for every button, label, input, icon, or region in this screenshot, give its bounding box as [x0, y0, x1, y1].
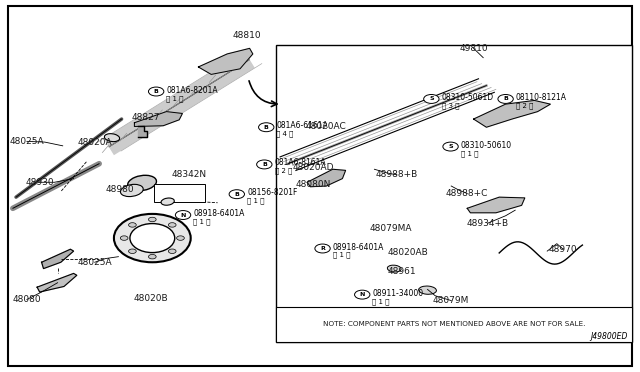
Text: NOTE: COMPONENT PARTS NOT MENTIONED ABOVE ARE NOT FOR SALE.: NOTE: COMPONENT PARTS NOT MENTIONED ABOV… — [323, 321, 586, 327]
Text: 〈 1 〉: 〈 1 〉 — [461, 150, 478, 157]
Text: B: B — [234, 192, 239, 197]
Text: 48020AD: 48020AD — [293, 163, 334, 172]
Text: 〈 1 〉: 〈 1 〉 — [372, 298, 390, 305]
Text: S: S — [448, 144, 453, 149]
Text: B: B — [262, 162, 267, 167]
Text: 48342N: 48342N — [172, 170, 206, 179]
Circle shape — [148, 217, 156, 222]
Polygon shape — [474, 100, 550, 127]
Circle shape — [175, 211, 191, 219]
Circle shape — [168, 223, 176, 227]
Polygon shape — [467, 197, 525, 213]
Bar — [154, 184, 205, 202]
Text: 48080: 48080 — [13, 295, 41, 304]
Circle shape — [257, 160, 272, 169]
Text: B: B — [154, 89, 159, 94]
Text: 〈 1 〉: 〈 1 〉 — [333, 252, 350, 259]
Circle shape — [168, 249, 176, 253]
Text: 〈 1 〉: 〈 1 〉 — [247, 198, 264, 204]
Ellipse shape — [120, 185, 143, 196]
Circle shape — [129, 223, 136, 227]
Text: 〈 2 〉: 〈 2 〉 — [275, 168, 292, 174]
Ellipse shape — [161, 198, 174, 205]
Circle shape — [148, 254, 156, 259]
Circle shape — [424, 94, 439, 103]
Bar — [276, 45, 632, 342]
Bar — [276, 307, 632, 342]
Polygon shape — [198, 48, 253, 74]
Text: 48020A: 48020A — [77, 138, 112, 147]
Text: 48934+B: 48934+B — [467, 219, 509, 228]
Ellipse shape — [387, 265, 401, 272]
Text: 48079M: 48079M — [433, 296, 469, 305]
Text: 48930: 48930 — [26, 178, 54, 187]
Text: 48810: 48810 — [232, 31, 260, 40]
Circle shape — [259, 123, 274, 132]
Text: 〈 1 〉: 〈 1 〉 — [193, 218, 211, 225]
Polygon shape — [307, 169, 346, 187]
Text: 48020B: 48020B — [133, 294, 168, 303]
Text: 08110-8121A: 08110-8121A — [516, 93, 567, 102]
Circle shape — [129, 249, 136, 253]
Circle shape — [315, 244, 330, 253]
Text: 48080N: 48080N — [296, 180, 332, 189]
Ellipse shape — [114, 214, 191, 262]
Text: 08310-50610: 08310-50610 — [461, 141, 512, 150]
Text: 08156-8201F: 08156-8201F — [247, 188, 298, 197]
Text: 〈 1 〉: 〈 1 〉 — [166, 95, 184, 102]
Text: 08918-6401A: 08918-6401A — [333, 243, 384, 251]
Polygon shape — [37, 273, 77, 292]
Text: 48020AB: 48020AB — [388, 248, 429, 257]
Circle shape — [443, 142, 458, 151]
Ellipse shape — [130, 224, 175, 253]
Ellipse shape — [104, 134, 120, 142]
Circle shape — [177, 236, 184, 240]
Text: S: S — [429, 96, 434, 102]
Circle shape — [120, 236, 128, 240]
Text: N: N — [180, 212, 186, 218]
Text: 48961: 48961 — [388, 267, 416, 276]
Text: R: R — [320, 246, 325, 251]
Circle shape — [148, 87, 164, 96]
Ellipse shape — [128, 175, 156, 191]
Text: 08310-5061D: 08310-5061D — [442, 93, 493, 102]
Text: 〈 3 〉: 〈 3 〉 — [442, 102, 459, 109]
Polygon shape — [138, 126, 147, 137]
Text: 48988+C: 48988+C — [446, 189, 488, 198]
Polygon shape — [42, 249, 74, 269]
Text: 081A6-8161A: 081A6-8161A — [275, 158, 326, 167]
Text: B: B — [264, 125, 269, 130]
Text: B: B — [503, 96, 508, 102]
Circle shape — [229, 190, 244, 199]
Polygon shape — [134, 112, 182, 126]
Text: N: N — [360, 292, 365, 297]
Text: 48988+B: 48988+B — [376, 170, 418, 179]
Text: 48020AC: 48020AC — [306, 122, 347, 131]
Text: J49800ED: J49800ED — [590, 333, 627, 341]
Text: 48025A: 48025A — [10, 137, 44, 146]
Text: 〈 4 〉: 〈 4 〉 — [276, 131, 294, 137]
Circle shape — [498, 94, 513, 103]
Text: 48980: 48980 — [106, 185, 134, 194]
Text: 〈 2 〉: 〈 2 〉 — [516, 102, 533, 109]
Text: 48970: 48970 — [549, 245, 577, 254]
Ellipse shape — [419, 286, 436, 294]
Text: 08918-6401A: 08918-6401A — [193, 209, 244, 218]
Text: 08911-34000: 08911-34000 — [372, 289, 424, 298]
Text: 081A6-6161A: 081A6-6161A — [276, 121, 328, 130]
Text: 48025A: 48025A — [77, 258, 112, 267]
Text: 49810: 49810 — [460, 44, 488, 53]
Circle shape — [355, 290, 370, 299]
Text: 48079MA: 48079MA — [369, 224, 412, 233]
Text: 081A6-8201A: 081A6-8201A — [166, 86, 218, 94]
Text: 48827: 48827 — [132, 113, 160, 122]
